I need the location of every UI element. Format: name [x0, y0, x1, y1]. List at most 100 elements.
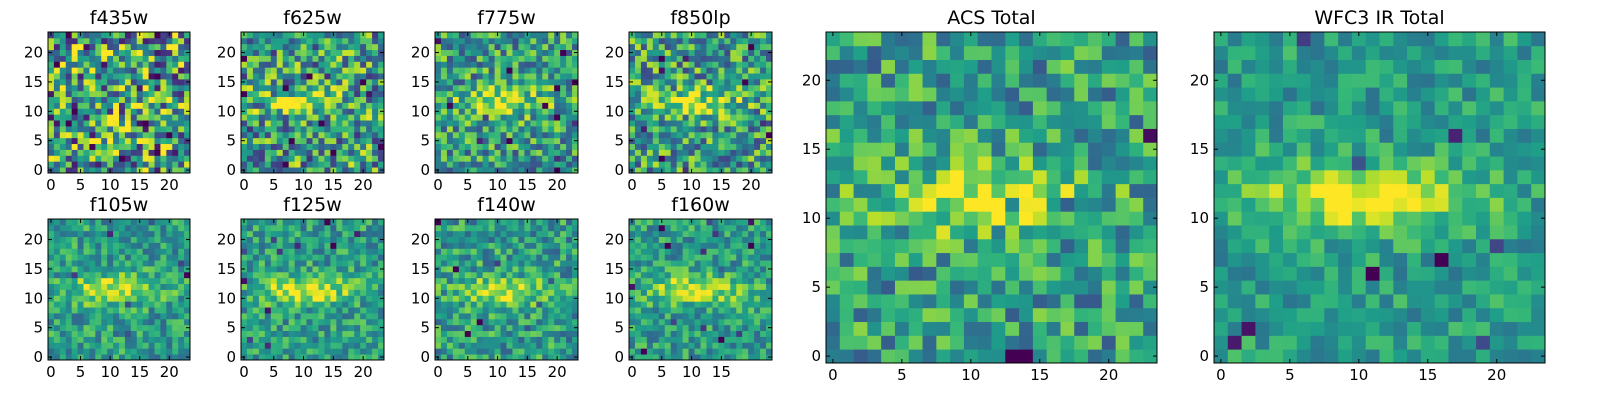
- heatmap-cell: [124, 96, 132, 103]
- heatmap-cell: [700, 254, 707, 261]
- heatmap-cell: [446, 230, 454, 238]
- heatmap-cell: [476, 102, 484, 109]
- heatmap-cell: [166, 161, 173, 168]
- heatmap-cell: [652, 301, 660, 308]
- heatmap-cell: [124, 295, 132, 302]
- heatmap-cell: [724, 155, 731, 162]
- heatmap-cell: [83, 131, 90, 139]
- heatmap-cell: [142, 67, 149, 74]
- heatmap-cell: [95, 120, 102, 127]
- heatmap-cell: [766, 330, 773, 337]
- heatmap-cell: [936, 280, 951, 295]
- heatmap-cell: [252, 167, 260, 174]
- heatmap-cell: [488, 143, 495, 150]
- heatmap-cell: [264, 248, 272, 255]
- heatmap-cell: [760, 79, 767, 86]
- heatmap-cell: [512, 161, 519, 168]
- heatmap-cell: [634, 266, 642, 273]
- heatmap-cell: [360, 102, 367, 109]
- heatmap-cell: [766, 277, 773, 285]
- heatmap-cell: [1060, 294, 1075, 309]
- heatmap-cell: [65, 266, 73, 273]
- heatmap-cell: [59, 49, 67, 56]
- heatmap-cell: [676, 126, 684, 133]
- heatmap-cell: [646, 55, 654, 62]
- heatmap-cell: [718, 348, 725, 355]
- heatmap-cell: [154, 295, 161, 302]
- heatmap-cell: [119, 55, 126, 62]
- heatmap-cell: [366, 324, 373, 332]
- heatmap-cell: [1115, 321, 1130, 336]
- heatmap-cell: [446, 161, 454, 168]
- heatmap-cell: [694, 260, 701, 267]
- heatmap-cell: [89, 277, 96, 285]
- heatmap-cell: [366, 289, 373, 296]
- heatmap-cell: [252, 61, 260, 68]
- heatmap-cell: [119, 324, 126, 332]
- heatmap-cell: [184, 336, 191, 343]
- heatmap-cell: [324, 67, 331, 74]
- heatmap-cell: [172, 126, 179, 133]
- heatmap-cell: [524, 90, 531, 98]
- heatmap-cell: [160, 32, 167, 39]
- heatmap-cell: [101, 342, 108, 349]
- heatmap-cell: [160, 336, 167, 343]
- heatmap-cell: [148, 354, 155, 361]
- heatmap-cell: [518, 73, 525, 80]
- heatmap-cell: [288, 161, 296, 168]
- heatmap-cell: [354, 283, 361, 290]
- heatmap-cell: [312, 230, 319, 238]
- heatmap-cell: [664, 318, 672, 326]
- heatmap-cell: [113, 96, 120, 103]
- heatmap-cell: [59, 318, 67, 326]
- heatmap-cell: [482, 55, 490, 62]
- heatmap-cell: [730, 230, 737, 238]
- heatmap-cell: [101, 84, 108, 92]
- heatmap-cell: [65, 149, 73, 156]
- heatmap-cell: [629, 143, 636, 150]
- heatmap-cell: [336, 73, 343, 80]
- heatmap-cell: [518, 266, 525, 273]
- heatmap-cell: [330, 79, 337, 86]
- heatmap-cell: [512, 242, 519, 249]
- heatmap-cell: [470, 55, 478, 62]
- heatmap-cell: [336, 324, 343, 332]
- heatmap-cell: [446, 67, 454, 74]
- heatmap-cell: [646, 330, 654, 337]
- heatmap-cell: [458, 90, 466, 98]
- heatmap-cell: [853, 307, 868, 323]
- heatmap-cell: [95, 330, 102, 337]
- axes-frame: [47, 218, 191, 361]
- heatmap-cell: [506, 32, 513, 39]
- heatmap-cell: [336, 277, 343, 285]
- heatmap-cell: [724, 260, 731, 267]
- heatmap-cell: [83, 102, 90, 109]
- heatmap-cell: [867, 307, 882, 323]
- heatmap-cell: [688, 224, 695, 232]
- heatmap-cell: [963, 294, 979, 309]
- heatmap-cell: [113, 161, 120, 168]
- heatmap-cell: [494, 248, 501, 255]
- heatmap-cell: [629, 289, 636, 296]
- heatmap-cell: [330, 318, 337, 326]
- heatmap-cell: [324, 131, 331, 139]
- heatmap-cell: [324, 348, 331, 355]
- heatmap-cell: [130, 73, 138, 80]
- heatmap-cell: [306, 271, 313, 279]
- heatmap-cell: [119, 149, 126, 156]
- heatmap-cell: [742, 318, 749, 326]
- heatmap-cell: [435, 224, 442, 232]
- heatmap-cell: [506, 295, 513, 302]
- heatmap-cell: [494, 330, 501, 337]
- heatmap-cell: [354, 254, 361, 261]
- heatmap-cell: [754, 224, 761, 232]
- heatmap-cell: [894, 307, 910, 323]
- heatmap-cell: [142, 79, 149, 86]
- heatmap-cell: [130, 266, 138, 273]
- heatmap-cell: [148, 143, 155, 150]
- heatmap-cell: [754, 84, 761, 92]
- heatmap-cell: [77, 61, 84, 68]
- heatmap-cell: [530, 49, 537, 56]
- heatmap-cell: [241, 114, 248, 121]
- heatmap-cell: [572, 67, 579, 74]
